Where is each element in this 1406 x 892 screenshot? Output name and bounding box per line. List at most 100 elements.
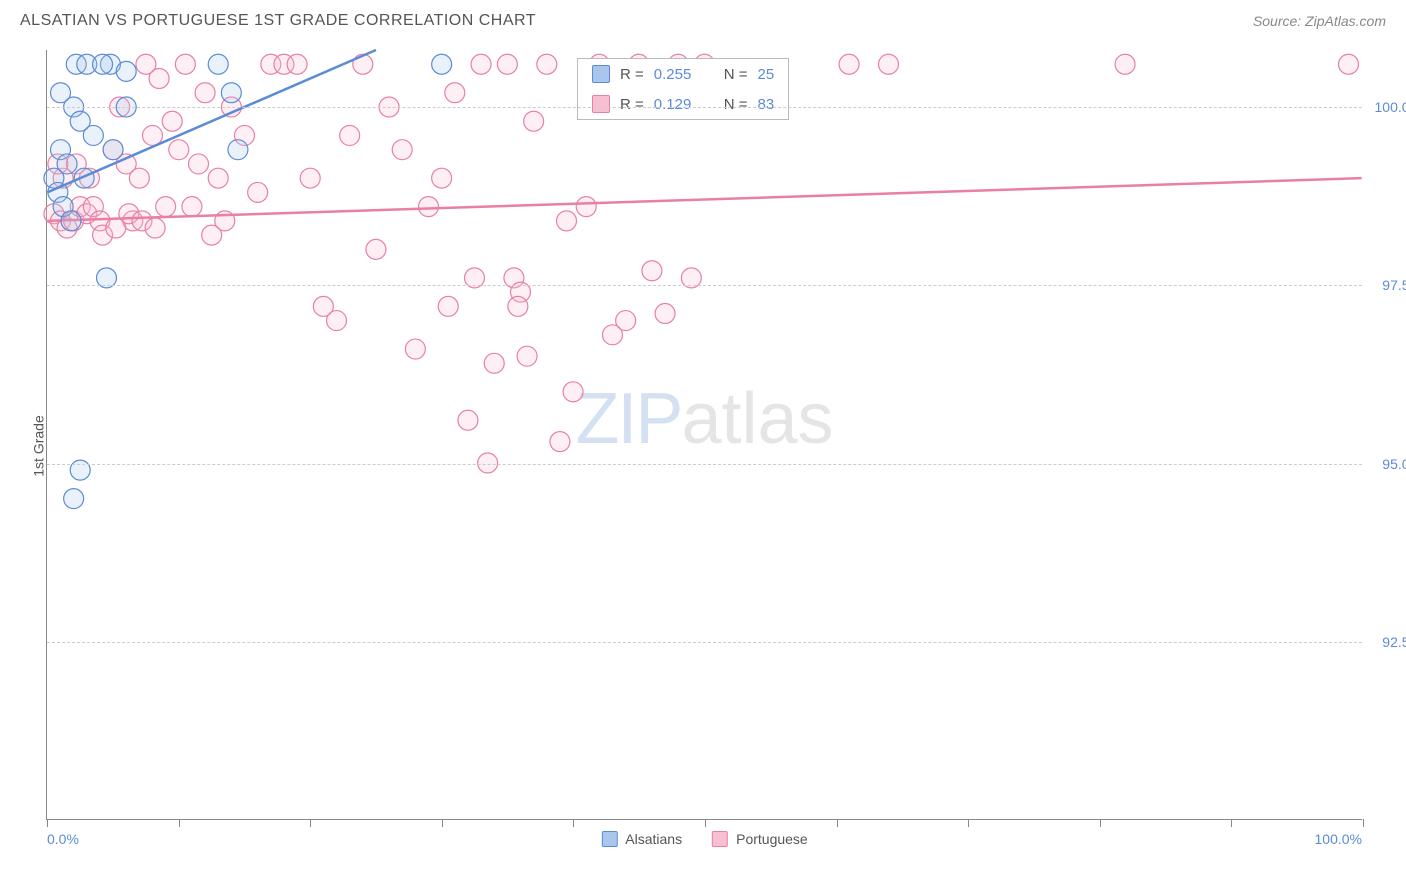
chart-header: ALSATIAN VS PORTUGUESE 1ST GRADE CORRELA…: [20, 12, 1386, 30]
scatter-point-alsatians: [103, 140, 123, 160]
scatter-point-portuguese: [129, 168, 149, 188]
scatter-point-portuguese: [156, 197, 176, 217]
scatter-point-portuguese: [458, 410, 478, 430]
scatter-point-portuguese: [517, 346, 537, 366]
x-tick: [573, 819, 574, 827]
scatter-point-portuguese: [508, 296, 528, 316]
gridline: [47, 642, 1362, 643]
scatter-point-portuguese: [524, 111, 544, 131]
scatter-point-portuguese: [175, 54, 195, 74]
scatter-point-portuguese: [195, 83, 215, 103]
scatter-point-portuguese: [537, 54, 557, 74]
scatter-point-portuguese: [300, 168, 320, 188]
legend-label-portuguese: Portuguese: [736, 831, 808, 847]
scatter-point-portuguese: [484, 353, 504, 373]
scatter-point-alsatians: [116, 61, 136, 81]
stat-r-portuguese: 0.129: [654, 96, 704, 113]
plot-area: ZIPatlas R = 0.255 N = 25 R = 0.129 N = …: [46, 50, 1362, 820]
scatter-point-portuguese: [143, 125, 163, 145]
chart-source: Source: ZipAtlas.com: [1253, 13, 1386, 29]
x-tick: [1100, 819, 1101, 827]
x-tick: [1231, 819, 1232, 827]
gridline: [47, 285, 1362, 286]
scatter-point-alsatians: [228, 140, 248, 160]
scatter-point-portuguese: [432, 168, 452, 188]
scatter-point-portuguese: [248, 182, 268, 202]
x-tick: [179, 819, 180, 827]
y-tick-label: 97.5%: [1367, 277, 1406, 293]
scatter-point-portuguese: [839, 54, 859, 74]
scatter-point-portuguese: [419, 197, 439, 217]
x-tick: [1363, 819, 1364, 827]
stat-n-alsatians: 25: [758, 66, 775, 83]
scatter-point-portuguese: [287, 54, 307, 74]
scatter-point-portuguese: [642, 261, 662, 281]
scatter-point-portuguese: [1115, 54, 1135, 74]
y-tick-label: 100.0%: [1367, 99, 1406, 115]
scatter-point-portuguese: [550, 432, 570, 452]
scatter-point-portuguese: [353, 54, 373, 74]
scatter-point-portuguese: [557, 211, 577, 231]
stat-r-label: R =: [620, 66, 644, 83]
stat-n-label: N =: [724, 66, 748, 83]
scatter-point-portuguese: [497, 54, 517, 74]
scatter-point-portuguese: [162, 111, 182, 131]
y-axis-label: 1st Grade: [31, 415, 47, 476]
scatter-point-portuguese: [471, 54, 491, 74]
stat-n-portuguese: 83: [758, 96, 775, 113]
x-tick: [310, 819, 311, 827]
x-axis-max-label: 100.0%: [1315, 831, 1362, 847]
y-tick-label: 92.5%: [1367, 634, 1406, 650]
x-tick: [47, 819, 48, 827]
legend-swatch-portuguese: [712, 831, 728, 847]
legend-bottom: Alsatians Portuguese: [601, 831, 807, 847]
trend-line-portuguese: [47, 178, 1361, 221]
legend-item-alsatians: Alsatians: [601, 831, 682, 847]
chart-title: ALSATIAN VS PORTUGUESE 1ST GRADE CORRELA…: [20, 12, 536, 30]
legend-item-portuguese: Portuguese: [712, 831, 808, 847]
scatter-point-portuguese: [616, 311, 636, 331]
scatter-point-alsatians: [93, 54, 113, 74]
scatter-point-alsatians: [208, 54, 228, 74]
x-tick: [968, 819, 969, 827]
scatter-point-alsatians: [61, 211, 81, 231]
chart-svg: [47, 50, 1362, 819]
scatter-point-alsatians: [221, 83, 241, 103]
scatter-point-portuguese: [327, 311, 347, 331]
scatter-point-portuguese: [1339, 54, 1359, 74]
scatter-point-portuguese: [392, 140, 412, 160]
scatter-point-portuguese: [563, 382, 583, 402]
stat-r-label: R =: [620, 96, 644, 113]
gridline: [47, 107, 1362, 108]
scatter-point-portuguese: [208, 168, 228, 188]
legend-label-alsatians: Alsatians: [625, 831, 682, 847]
scatter-point-portuguese: [149, 68, 169, 88]
scatter-point-alsatians: [432, 54, 452, 74]
stat-swatch-portuguese: [592, 95, 610, 113]
scatter-point-alsatians: [64, 489, 84, 509]
stat-legend-box: R = 0.255 N = 25 R = 0.129 N = 83: [577, 58, 789, 120]
scatter-point-portuguese: [445, 83, 465, 103]
stat-r-alsatians: 0.255: [654, 66, 704, 83]
stat-swatch-alsatians: [592, 65, 610, 83]
gridline: [47, 464, 1362, 465]
scatter-point-alsatians: [83, 125, 103, 145]
scatter-point-portuguese: [576, 197, 596, 217]
scatter-point-portuguese: [145, 218, 165, 238]
scatter-point-portuguese: [879, 54, 899, 74]
stat-row-alsatians: R = 0.255 N = 25: [578, 59, 788, 89]
x-axis-min-label: 0.0%: [47, 831, 79, 847]
scatter-point-portuguese: [655, 303, 675, 323]
scatter-point-portuguese: [366, 239, 386, 259]
x-tick: [837, 819, 838, 827]
x-tick: [442, 819, 443, 827]
scatter-point-portuguese: [438, 296, 458, 316]
scatter-point-portuguese: [182, 197, 202, 217]
scatter-point-portuguese: [169, 140, 189, 160]
stat-n-label: N =: [724, 96, 748, 113]
scatter-point-portuguese: [340, 125, 360, 145]
y-tick-label: 95.0%: [1367, 456, 1406, 472]
scatter-point-portuguese: [405, 339, 425, 359]
x-tick: [705, 819, 706, 827]
scatter-point-portuguese: [189, 154, 209, 174]
